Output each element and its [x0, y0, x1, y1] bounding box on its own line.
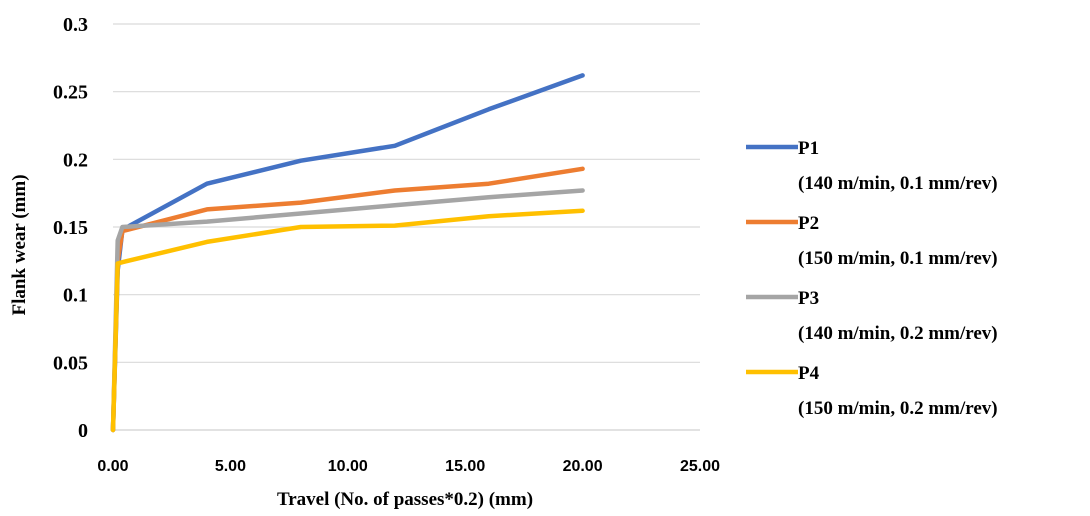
y-axis-title: Flank wear (mm): [9, 174, 30, 315]
gridlines: [113, 23, 700, 363]
y-tick-label: 0.2: [63, 149, 88, 171]
legend-series-name: P2: [798, 213, 819, 234]
legend-item-p3: P3 (140 m/min, 0.2 mm/rev): [746, 288, 998, 344]
x-tick-label: 25.00: [680, 458, 720, 475]
x-tick-label: 5.00: [215, 458, 246, 475]
y-tick-label: 0: [78, 420, 88, 442]
series-line-p1: [110, 73, 585, 433]
legend: P1 (140 m/min, 0.1 mm/rev) P2 (150 m/min, 0…: [746, 138, 998, 419]
x-tick-label: 20.00: [563, 458, 603, 475]
x-tick-label: 10.00: [328, 458, 368, 475]
y-tick-label: 0.05: [53, 352, 88, 374]
legend-item-p4: P4 (150 m/min, 0.2 mm/rev): [746, 363, 998, 419]
x-tick-label: 15.00: [445, 458, 485, 475]
series-line-p3: [110, 188, 585, 433]
legend-series-name: P4: [798, 363, 820, 384]
x-axis-tick-labels: 0.00 5.00 10.00 15.00 20.00 25.00: [97, 458, 720, 475]
legend-item-p1: P1 (140 m/min, 0.1 mm/rev): [746, 138, 998, 194]
y-tick-label: 0.1: [63, 285, 88, 307]
legend-series-name: P1: [798, 138, 819, 159]
y-tick-label: 0.3: [63, 14, 88, 36]
series-lines: [110, 73, 585, 433]
legend-series-detail: (140 m/min, 0.1 mm/rev): [798, 173, 998, 194]
y-tick-label: 0.25: [53, 82, 88, 104]
legend-series-detail: (140 m/min, 0.2 mm/rev): [798, 323, 998, 344]
legend-series-name: P3: [798, 288, 819, 309]
y-axis-tick-labels: 0 0.05 0.1 0.15 0.2 0.25 0.3: [53, 14, 88, 442]
legend-item-p2: P2 (150 m/min, 0.1 mm/rev): [746, 213, 998, 269]
series-line-p4: [110, 208, 585, 433]
y-tick-label: 0.15: [53, 217, 88, 239]
legend-series-detail: (150 m/min, 0.1 mm/rev): [798, 248, 998, 269]
legend-series-detail: (150 m/min, 0.2 mm/rev): [798, 398, 998, 419]
x-tick-label: 0.00: [97, 458, 128, 475]
x-axis-title: Travel (No. of passes*0.2) (mm): [277, 489, 533, 510]
